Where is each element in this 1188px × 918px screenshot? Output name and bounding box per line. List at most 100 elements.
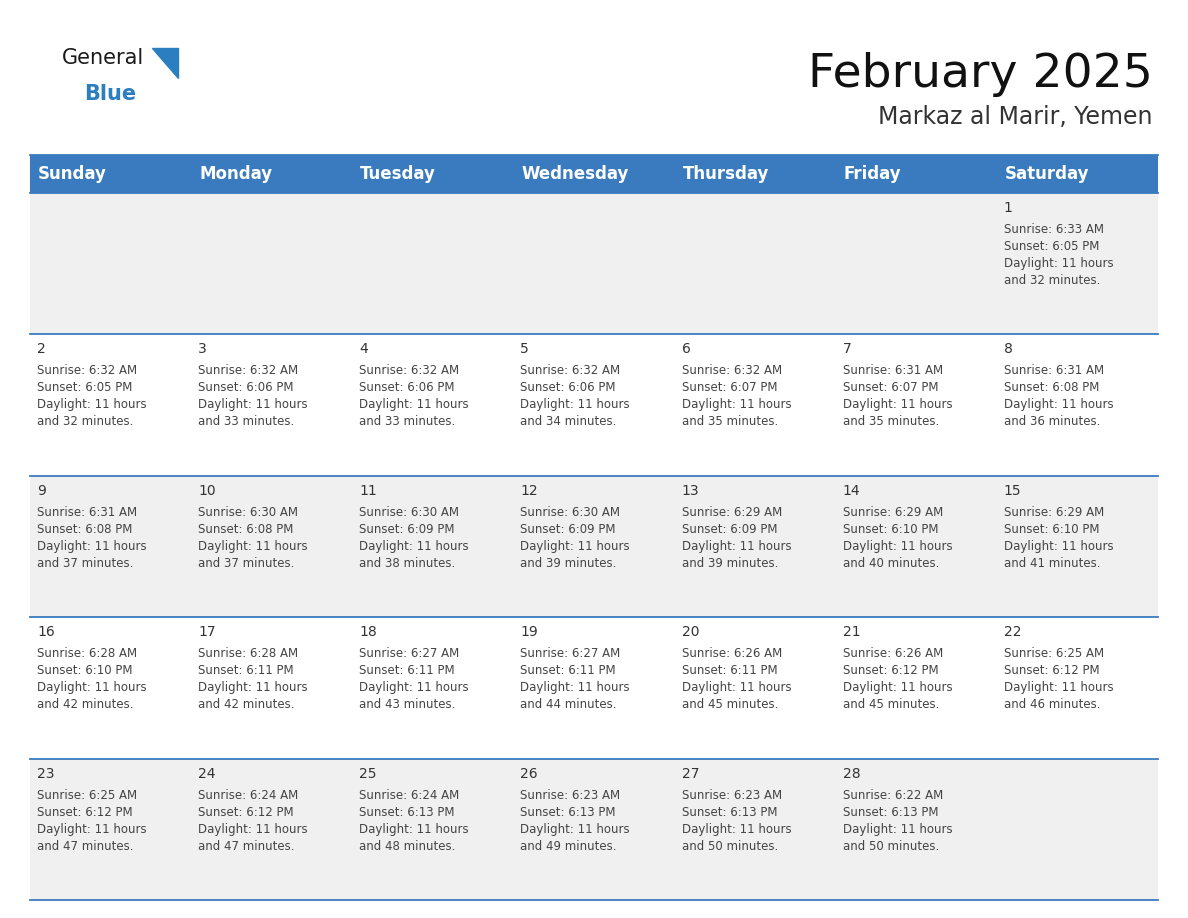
Text: Tuesday: Tuesday xyxy=(360,165,436,183)
Text: 11: 11 xyxy=(359,484,377,498)
Text: Sunset: 6:12 PM: Sunset: 6:12 PM xyxy=(842,665,939,677)
Text: Daylight: 11 hours: Daylight: 11 hours xyxy=(842,823,953,835)
Text: Blue: Blue xyxy=(84,84,137,104)
Text: Daylight: 11 hours: Daylight: 11 hours xyxy=(682,540,791,553)
Text: Sunset: 6:09 PM: Sunset: 6:09 PM xyxy=(520,522,615,536)
Text: Saturday: Saturday xyxy=(1005,165,1089,183)
Text: Daylight: 11 hours: Daylight: 11 hours xyxy=(682,681,791,694)
Text: Sunset: 6:11 PM: Sunset: 6:11 PM xyxy=(682,665,777,677)
Text: Sunrise: 6:32 AM: Sunrise: 6:32 AM xyxy=(682,364,782,377)
Text: 8: 8 xyxy=(1004,342,1012,356)
Text: Daylight: 11 hours: Daylight: 11 hours xyxy=(842,681,953,694)
Text: Sunrise: 6:26 AM: Sunrise: 6:26 AM xyxy=(842,647,943,660)
Text: and 44 minutes.: and 44 minutes. xyxy=(520,699,617,711)
Text: and 47 minutes.: and 47 minutes. xyxy=(198,840,295,853)
Text: Daylight: 11 hours: Daylight: 11 hours xyxy=(37,398,146,411)
Text: and 36 minutes.: and 36 minutes. xyxy=(1004,416,1100,429)
Text: Sunset: 6:08 PM: Sunset: 6:08 PM xyxy=(198,522,293,536)
Text: and 50 minutes.: and 50 minutes. xyxy=(682,840,778,853)
Text: Sunrise: 6:30 AM: Sunrise: 6:30 AM xyxy=(198,506,298,519)
Text: Sunset: 6:12 PM: Sunset: 6:12 PM xyxy=(37,806,133,819)
Text: Thursday: Thursday xyxy=(683,165,769,183)
Text: Sunset: 6:13 PM: Sunset: 6:13 PM xyxy=(842,806,939,819)
Text: Daylight: 11 hours: Daylight: 11 hours xyxy=(520,398,630,411)
Text: Sunset: 6:09 PM: Sunset: 6:09 PM xyxy=(359,522,455,536)
Text: Daylight: 11 hours: Daylight: 11 hours xyxy=(359,398,469,411)
Text: 10: 10 xyxy=(198,484,216,498)
Text: Sunrise: 6:33 AM: Sunrise: 6:33 AM xyxy=(1004,223,1104,236)
Text: 3: 3 xyxy=(198,342,207,356)
Text: Sunrise: 6:32 AM: Sunrise: 6:32 AM xyxy=(37,364,137,377)
Text: Sunrise: 6:29 AM: Sunrise: 6:29 AM xyxy=(682,506,782,519)
Text: Sunday: Sunday xyxy=(38,165,107,183)
Text: Daylight: 11 hours: Daylight: 11 hours xyxy=(359,681,469,694)
Text: Sunrise: 6:31 AM: Sunrise: 6:31 AM xyxy=(842,364,943,377)
Text: Sunset: 6:05 PM: Sunset: 6:05 PM xyxy=(37,381,132,395)
Text: Friday: Friday xyxy=(843,165,902,183)
Text: Sunset: 6:09 PM: Sunset: 6:09 PM xyxy=(682,522,777,536)
Text: 26: 26 xyxy=(520,767,538,780)
Text: Sunrise: 6:26 AM: Sunrise: 6:26 AM xyxy=(682,647,782,660)
Text: Daylight: 11 hours: Daylight: 11 hours xyxy=(198,823,308,835)
Text: and 46 minutes.: and 46 minutes. xyxy=(1004,699,1100,711)
Text: 24: 24 xyxy=(198,767,216,780)
Text: 5: 5 xyxy=(520,342,529,356)
Text: Daylight: 11 hours: Daylight: 11 hours xyxy=(198,540,308,553)
Text: Daylight: 11 hours: Daylight: 11 hours xyxy=(1004,398,1113,411)
Text: Sunset: 6:13 PM: Sunset: 6:13 PM xyxy=(682,806,777,819)
Text: and 32 minutes.: and 32 minutes. xyxy=(37,416,133,429)
Text: 6: 6 xyxy=(682,342,690,356)
Text: Sunrise: 6:29 AM: Sunrise: 6:29 AM xyxy=(1004,506,1104,519)
Text: 17: 17 xyxy=(198,625,216,639)
Text: 28: 28 xyxy=(842,767,860,780)
Text: and 49 minutes.: and 49 minutes. xyxy=(520,840,617,853)
Text: Sunrise: 6:31 AM: Sunrise: 6:31 AM xyxy=(1004,364,1104,377)
Text: Sunrise: 6:30 AM: Sunrise: 6:30 AM xyxy=(359,506,460,519)
Text: Daylight: 11 hours: Daylight: 11 hours xyxy=(359,823,469,835)
Text: Sunrise: 6:28 AM: Sunrise: 6:28 AM xyxy=(37,647,137,660)
Bar xyxy=(30,193,1158,334)
Text: Monday: Monday xyxy=(200,165,272,183)
Text: Daylight: 11 hours: Daylight: 11 hours xyxy=(842,540,953,553)
Text: 7: 7 xyxy=(842,342,852,356)
Text: Sunrise: 6:29 AM: Sunrise: 6:29 AM xyxy=(842,506,943,519)
Text: and 35 minutes.: and 35 minutes. xyxy=(682,416,778,429)
Text: and 37 minutes.: and 37 minutes. xyxy=(37,557,133,570)
Text: 22: 22 xyxy=(1004,625,1022,639)
Bar xyxy=(30,155,1158,193)
Text: 27: 27 xyxy=(682,767,699,780)
Text: Sunset: 6:11 PM: Sunset: 6:11 PM xyxy=(198,665,293,677)
Text: Sunrise: 6:22 AM: Sunrise: 6:22 AM xyxy=(842,789,943,801)
Text: Sunset: 6:12 PM: Sunset: 6:12 PM xyxy=(198,806,293,819)
Text: Sunset: 6:06 PM: Sunset: 6:06 PM xyxy=(198,381,293,395)
Text: Sunset: 6:07 PM: Sunset: 6:07 PM xyxy=(682,381,777,395)
Text: Sunrise: 6:32 AM: Sunrise: 6:32 AM xyxy=(198,364,298,377)
Text: Sunrise: 6:24 AM: Sunrise: 6:24 AM xyxy=(359,789,460,801)
Text: Sunset: 6:11 PM: Sunset: 6:11 PM xyxy=(520,665,617,677)
Text: 1: 1 xyxy=(1004,201,1012,215)
Text: and 33 minutes.: and 33 minutes. xyxy=(359,416,455,429)
Text: Daylight: 11 hours: Daylight: 11 hours xyxy=(842,398,953,411)
Text: Sunrise: 6:27 AM: Sunrise: 6:27 AM xyxy=(359,647,460,660)
Text: 23: 23 xyxy=(37,767,55,780)
Text: 19: 19 xyxy=(520,625,538,639)
Text: Daylight: 11 hours: Daylight: 11 hours xyxy=(520,823,630,835)
Text: 18: 18 xyxy=(359,625,377,639)
Text: 12: 12 xyxy=(520,484,538,498)
Text: Daylight: 11 hours: Daylight: 11 hours xyxy=(682,398,791,411)
Text: Sunset: 6:10 PM: Sunset: 6:10 PM xyxy=(842,522,939,536)
Text: Sunrise: 6:32 AM: Sunrise: 6:32 AM xyxy=(520,364,620,377)
Text: Markaz al Marir, Yemen: Markaz al Marir, Yemen xyxy=(878,105,1154,129)
Text: Sunset: 6:11 PM: Sunset: 6:11 PM xyxy=(359,665,455,677)
Text: and 39 minutes.: and 39 minutes. xyxy=(520,557,617,570)
Text: and 32 minutes.: and 32 minutes. xyxy=(1004,274,1100,287)
Polygon shape xyxy=(152,48,178,78)
Text: 14: 14 xyxy=(842,484,860,498)
Bar xyxy=(30,758,1158,900)
Text: and 40 minutes.: and 40 minutes. xyxy=(842,557,939,570)
Text: Daylight: 11 hours: Daylight: 11 hours xyxy=(198,398,308,411)
Text: Sunset: 6:10 PM: Sunset: 6:10 PM xyxy=(37,665,133,677)
Text: 9: 9 xyxy=(37,484,46,498)
Text: 13: 13 xyxy=(682,484,700,498)
Bar xyxy=(30,334,1158,476)
